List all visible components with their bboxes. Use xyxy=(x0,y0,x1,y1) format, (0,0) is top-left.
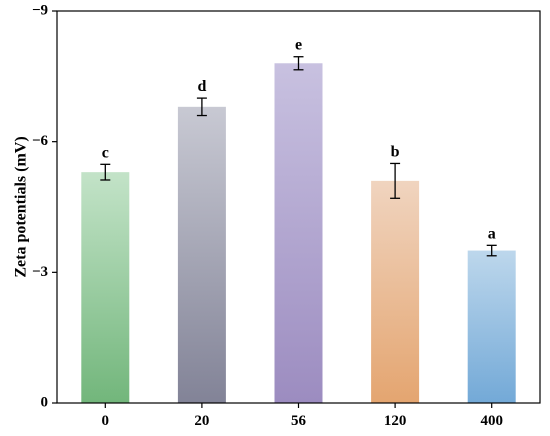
y-tick-label--9: −9 xyxy=(32,2,48,18)
significance-label-0: c xyxy=(102,144,109,161)
bar-120 xyxy=(371,180,420,403)
x-tick-label-56: 56 xyxy=(291,413,307,429)
y-ticks-group: 0 −3 −6 −9 xyxy=(32,2,57,410)
bar-0 xyxy=(81,172,130,403)
y-tick-label-0: 0 xyxy=(41,394,49,410)
significance-label-120: b xyxy=(391,143,400,160)
significance-labels-group: c d e b a xyxy=(102,37,496,243)
x-tick-label-400: 400 xyxy=(480,413,503,429)
x-tick-label-20: 20 xyxy=(194,413,209,429)
x-ticks-group: 0 20 56 120 400 xyxy=(102,403,503,429)
bar-20 xyxy=(177,106,226,404)
bar-400 xyxy=(467,250,516,403)
x-tick-label-0: 0 xyxy=(102,413,110,429)
significance-label-400: a xyxy=(488,225,496,242)
bar-56 xyxy=(274,63,323,404)
bars-group xyxy=(81,63,516,404)
y-axis-title: Zeta potentials (mV) xyxy=(13,136,30,277)
x-tick-label-120: 120 xyxy=(384,413,407,429)
significance-label-56: e xyxy=(295,37,302,54)
y-tick-label--6: −6 xyxy=(32,133,49,149)
significance-label-20: d xyxy=(197,78,206,95)
y-tick-label--3: −3 xyxy=(32,264,48,280)
error-bars-group xyxy=(100,56,497,257)
